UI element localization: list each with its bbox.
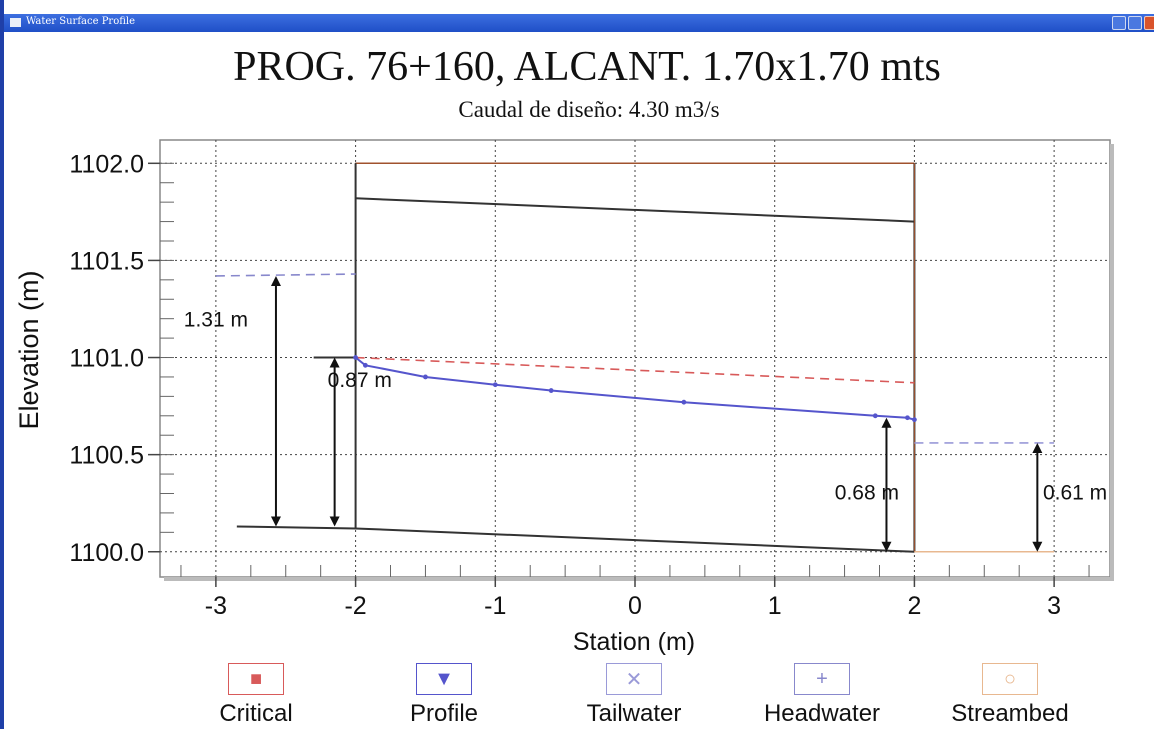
profile-point [353,355,358,360]
y-tick-label: 1100.0 [69,539,144,567]
axes: -3 -2 -1 0 1 2 3 1100.0 1100.5 1101.0 1101.5 1102.0 [69,150,1090,620]
window-title: Water Surface Profile [26,16,136,27]
x-tick-label: -3 [205,592,227,620]
y-tick-label: 1101.0 [69,345,144,373]
profile-point [681,399,687,405]
x-tick-label: 3 [1047,592,1061,620]
profile-point [423,374,428,380]
dimension-arrow-top [881,417,892,428]
plot-area-shadow-right [1110,144,1114,581]
profile-point [905,415,910,421]
dimension-arrow-top [1032,442,1043,453]
legend-label-critical: Critical [219,700,293,727]
legend-swatch-headwater[interactable]: + [794,663,850,695]
series [215,273,1055,553]
legend-label-tailwater: Tailwater [586,700,682,727]
profile-point [548,388,554,393]
x-tick-label: 0 [628,592,642,620]
x-tick-label: -1 [484,592,506,620]
dimension-arrow-bottom [1032,541,1043,552]
x-tick-label: 2 [907,592,921,620]
legend-swatch-profile[interactable]: ▼ [416,663,472,695]
profile-point [912,417,917,423]
annotations: 1.31 m 0.87 m 0.68 m 0.61 m [184,275,1107,552]
title-bar[interactable]: Water Surface Profile [4,14,1154,32]
dimension-arrow-top [329,357,340,368]
legend-glyph-headwater-icon: + [816,667,828,690]
culvert-soffit-line [355,197,915,223]
x-axis-label: Station (m) [573,628,695,656]
profile-point [872,413,878,419]
profile-point [492,382,498,388]
dimension-arrow-bottom [270,516,281,527]
y-tick-label: 1101.5 [69,247,144,275]
dimension-label: 0.87 m [328,369,392,392]
y-tick-label: 1102.0 [69,150,144,178]
x-tick-label: 1 [768,592,782,620]
chart-title: PROG. 76+160, ALCANT. 1.70x1.70 mts [233,44,941,90]
legend-glyph-tailwater-icon: ✕ [625,668,643,691]
dimension-arrow-top [270,275,281,286]
culvert [236,162,916,553]
series-line-critical [355,356,915,384]
minimize-icon[interactable] [1112,16,1126,30]
profile-point [362,362,368,368]
app-icon [10,18,21,27]
legend-label-streambed: Streambed [951,700,1069,727]
y-tick-label: 1100.5 [69,442,144,470]
legend-label-profile: Profile [409,700,479,727]
series-line-headwater [215,273,356,277]
legend-swatch-tailwater[interactable]: ✕ [606,663,662,695]
close-icon[interactable] [1144,16,1154,30]
chart-subtitle: Caudal de diseño: 4.30 m3/s [458,97,719,122]
legend-glyph-streambed-icon: ○ [1003,667,1017,690]
legend-swatch-streambed[interactable]: ○ [982,663,1038,695]
dimension-label: 1.31 m [184,309,248,332]
plot-area-shadow-bottom [164,577,1114,581]
legend-glyph-critical-icon: ■ [249,667,263,690]
dimension-arrow-bottom [329,516,340,527]
dimension-arrow-bottom [881,541,892,552]
legend-swatch-critical[interactable]: ■ [228,663,284,695]
legend-label-headwater: Headwater [763,700,881,727]
legend-glyph-profile-icon: ▼ [434,667,454,690]
dimension-label: 0.68 m [835,482,899,505]
dimension-label: 0.61 m [1043,482,1107,505]
maximize-icon[interactable] [1128,16,1142,30]
y-axis-label: Elevation (m) [14,270,44,429]
x-tick-label: -2 [344,592,366,620]
